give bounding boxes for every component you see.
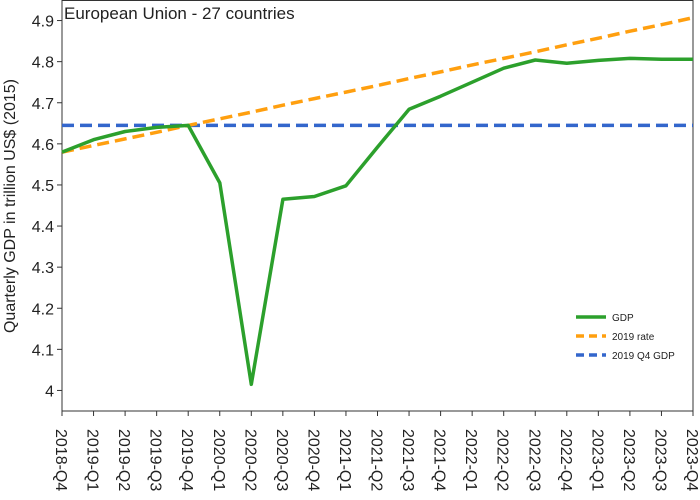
y-tick-label: 4.1: [32, 342, 54, 359]
x-tick-label: 2019-Q2: [115, 429, 132, 491]
x-tick-label: 2020-Q1: [210, 429, 227, 491]
y-tick-label: 4.7: [32, 96, 54, 113]
x-tick-label: 2019-Q3: [147, 429, 164, 491]
y-tick-label: 4.3: [32, 260, 54, 277]
x-tick-label: 2020-Q3: [273, 429, 290, 491]
y-tick-label: 4.9: [32, 14, 54, 31]
x-tick-label: 2022-Q2: [494, 429, 511, 491]
y-tick-label: 4.6: [32, 137, 54, 154]
y-tick-label: 4.8: [32, 55, 54, 72]
x-tick-label: 2021-Q1: [336, 429, 353, 491]
x-tick-label: 2019-Q1: [84, 429, 101, 491]
x-tick-label: 2023-Q1: [588, 429, 605, 491]
y-axis-title: Quarterly GDP in trillion US$ (2015): [2, 79, 19, 333]
x-tick-label: 2020-Q4: [304, 429, 321, 491]
x-tick-label: 2023-Q2: [620, 429, 637, 491]
x-tick-label: 2021-Q2: [368, 429, 385, 491]
y-tick-label: 4.2: [32, 301, 54, 318]
plot-area: 4 4.1 4.2 4.3 4.4 4.5 4.6 4.7 4.8 4.9 2018-Q4 2019-…: [32, 0, 700, 491]
x-tick-label: 2020-Q2: [241, 429, 258, 491]
legend: GDP 2019 rate 2019 Q4 GDP: [576, 313, 675, 362]
x-tick-label: 2021-Q3: [399, 429, 416, 491]
x-tick-label: 2022-Q3: [525, 429, 542, 491]
x-tick-label: 2019-Q4: [178, 429, 195, 491]
y-tick-label: 4.4: [32, 219, 54, 236]
legend-label: 2019 Q4 GDP: [612, 351, 675, 362]
y-tick-label: 4.5: [32, 178, 54, 195]
x-tick-label: 2018-Q4: [52, 429, 69, 491]
x-tick-label: 2023-Q3: [651, 429, 668, 491]
y-tick-label: 4: [45, 383, 54, 400]
x-tick-label: 2022-Q1: [462, 429, 479, 491]
legend-label: GDP: [612, 313, 634, 324]
x-tick-label: 2023-Q4: [683, 429, 700, 491]
x-tick-label: 2021-Q4: [431, 429, 448, 491]
legend-label: 2019 rate: [612, 332, 655, 343]
x-tick-label: 2022-Q4: [557, 429, 574, 491]
chart-title: European Union - 27 countries: [64, 4, 295, 23]
